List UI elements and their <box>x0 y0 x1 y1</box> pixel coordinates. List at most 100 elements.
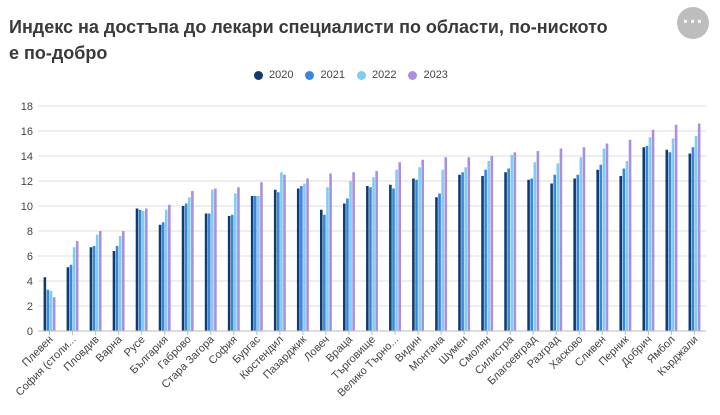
bar-2021[interactable] <box>484 169 487 331</box>
bar-2023[interactable] <box>168 204 171 331</box>
bar-2020[interactable] <box>66 267 70 331</box>
bar-2023[interactable] <box>559 148 563 332</box>
bar-2020[interactable] <box>412 178 415 332</box>
bar-2023[interactable] <box>352 172 355 331</box>
bar-2020[interactable] <box>642 147 646 331</box>
bar-2021[interactable] <box>115 246 119 331</box>
bar-2020[interactable] <box>596 169 599 331</box>
bar-2021[interactable] <box>277 192 280 331</box>
bar-2021[interactable] <box>92 246 96 331</box>
bar-2022[interactable] <box>141 211 145 331</box>
legend-item-2022[interactable]: 2022 <box>356 69 396 81</box>
bar-2022[interactable] <box>579 157 583 331</box>
bar-2020[interactable] <box>43 277 47 331</box>
legend-item-2023[interactable]: 2023 <box>408 69 448 81</box>
bar-2020[interactable] <box>135 208 139 332</box>
bar-2022[interactable] <box>372 177 375 331</box>
bar-2023[interactable] <box>375 171 378 331</box>
bar-2023[interactable] <box>191 191 194 331</box>
bar-2022[interactable] <box>187 197 191 331</box>
bar-2022[interactable] <box>234 193 237 332</box>
bar-2022[interactable] <box>326 187 329 331</box>
bar-2023[interactable] <box>444 157 448 331</box>
bar-2023[interactable] <box>398 162 401 331</box>
bar-2022[interactable] <box>164 209 168 331</box>
bar-2020[interactable] <box>458 174 461 331</box>
bar-2023[interactable] <box>329 173 332 332</box>
bar-2021[interactable] <box>46 289 50 331</box>
bar-2023[interactable] <box>674 124 678 331</box>
bar-2022[interactable] <box>49 291 53 331</box>
bar-2022[interactable] <box>72 247 76 331</box>
bar-2022[interactable] <box>533 162 537 331</box>
bar-2021[interactable] <box>415 179 418 331</box>
bar-2021[interactable] <box>69 264 73 331</box>
bar-2021[interactable] <box>553 174 557 331</box>
bar-2022[interactable] <box>211 189 214 331</box>
bar-2020[interactable] <box>573 178 576 332</box>
bar-2021[interactable] <box>461 172 464 331</box>
bar-2020[interactable] <box>343 203 346 332</box>
bar-2021[interactable] <box>300 186 303 331</box>
bar-2021[interactable] <box>346 198 349 332</box>
bar-2021[interactable] <box>438 193 441 332</box>
bar-2021[interactable] <box>138 209 142 331</box>
bar-2021[interactable] <box>161 222 165 331</box>
bar-2022[interactable] <box>464 167 467 331</box>
bar-2021[interactable] <box>207 213 211 332</box>
bar-2021[interactable] <box>230 214 234 331</box>
bar-2022[interactable] <box>118 236 122 331</box>
bar-2021[interactable] <box>599 164 603 331</box>
bar-2020[interactable] <box>688 153 692 332</box>
bar-2021[interactable] <box>645 146 649 331</box>
bar-2022[interactable] <box>349 181 352 331</box>
bar-2022[interactable] <box>556 163 560 332</box>
bar-2021[interactable] <box>576 174 580 331</box>
bar-2022[interactable] <box>602 148 606 332</box>
bar-2020[interactable] <box>227 216 231 331</box>
bar-2021[interactable] <box>253 196 257 331</box>
legend-item-2020[interactable]: 2020 <box>254 69 293 81</box>
bar-2020[interactable] <box>204 213 208 332</box>
bar-2023[interactable] <box>536 151 540 331</box>
bar-2023[interactable] <box>651 129 655 331</box>
bar-2021[interactable] <box>691 147 695 331</box>
bar-2021[interactable] <box>668 152 672 331</box>
bar-2020[interactable] <box>112 251 116 331</box>
more-options-button[interactable]: ··· <box>677 7 709 39</box>
bar-2023[interactable] <box>237 187 240 331</box>
bar-2022[interactable] <box>395 169 398 331</box>
bar-2022[interactable] <box>418 167 421 331</box>
bar-2023[interactable] <box>260 182 263 331</box>
bar-2022[interactable] <box>625 161 629 331</box>
bar-2023[interactable] <box>214 188 217 332</box>
bar-2022[interactable] <box>441 169 444 331</box>
bar-2021[interactable] <box>392 188 395 332</box>
bar-2023[interactable] <box>98 231 102 331</box>
bar-2020[interactable] <box>158 224 162 331</box>
bar-2023[interactable] <box>421 159 425 331</box>
bar-2020[interactable] <box>181 206 185 331</box>
bar-2023[interactable] <box>145 208 148 332</box>
bar-2020[interactable] <box>296 188 300 332</box>
bar-2020[interactable] <box>250 196 254 331</box>
bar-2020[interactable] <box>504 172 507 331</box>
bar-2023[interactable] <box>697 123 701 332</box>
bar-2020[interactable] <box>273 189 277 331</box>
bar-2022[interactable] <box>487 161 491 331</box>
bar-2022[interactable] <box>671 138 675 332</box>
bar-2020[interactable] <box>89 247 93 331</box>
bar-2023[interactable] <box>283 174 286 331</box>
bar-2022[interactable] <box>280 172 283 331</box>
legend-item-2021[interactable]: 2021 <box>305 69 345 81</box>
bar-2020[interactable] <box>319 209 323 331</box>
bar-2023[interactable] <box>490 156 494 331</box>
bar-2020[interactable] <box>366 186 369 331</box>
bar-2022[interactable] <box>510 154 514 331</box>
bar-2020[interactable] <box>481 176 484 331</box>
bar-2020[interactable] <box>389 184 392 331</box>
bar-2023[interactable] <box>75 241 79 331</box>
bar-2022[interactable] <box>257 196 260 331</box>
bar-2021[interactable] <box>369 187 372 331</box>
bar-2023[interactable] <box>52 297 56 331</box>
